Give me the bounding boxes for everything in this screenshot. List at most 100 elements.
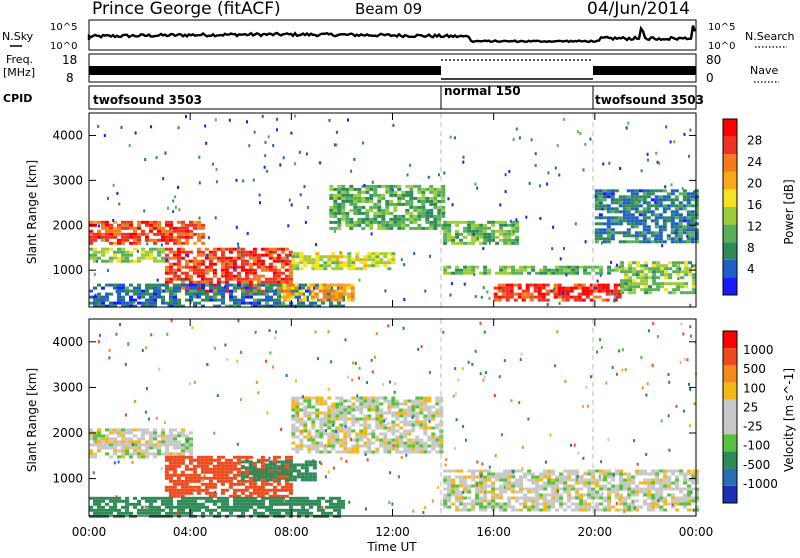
echo-cell [369,224,373,227]
echo-cell [97,299,101,302]
echo-cell [249,480,253,483]
echo-cell [181,242,185,245]
echo-cell [117,230,121,233]
echo-cell [337,206,341,209]
echo-cell [507,479,511,482]
echo-cell [491,509,495,512]
echo-cell [691,473,695,476]
echo-cell [117,431,121,434]
echo-cell [558,290,562,293]
echo-cell [281,257,285,260]
echo-speckle [290,132,292,135]
echo-cell [205,509,209,512]
echo-speckle [97,125,99,128]
echo-cell [335,397,339,400]
echo-cell [301,463,305,466]
echo-cell [579,266,583,269]
echo-cell [217,512,221,515]
echo-cell [157,233,161,236]
echo-cell [315,287,319,290]
echo-cell [165,443,169,446]
echo-speckle [101,238,103,241]
echo-speckle [547,303,549,306]
echo-cell [189,266,193,269]
echo-cell [125,287,129,290]
echo-cell [471,224,475,227]
echo-cell [169,489,173,492]
echo-cell [389,212,393,215]
echo-cell [241,248,245,251]
echo-cell [421,209,425,212]
echo-cell [518,296,522,299]
echo-cell [197,290,201,293]
echo-cell [403,421,407,424]
echo-cell [479,506,483,509]
echo-speckle [519,136,521,139]
echo-cell [395,448,399,451]
echo-speckle [693,469,695,472]
echo-cell [611,234,615,237]
echo-cell [209,299,213,302]
echo-cell [217,456,221,459]
echo-cell [221,500,225,503]
echo-cell [659,485,663,488]
echo-cell [359,261,363,264]
echo-cell [209,260,213,263]
echo-speckle [182,278,184,281]
echo-cell [507,242,511,245]
echo-cell [441,188,445,191]
echo-cell [427,406,431,409]
echo-cell [483,227,487,230]
echo-cell [405,185,409,188]
echo-cell [269,466,273,469]
echo-cell [341,503,345,506]
echo-cell [253,278,257,281]
echo-cell [383,451,387,454]
echo-cell [627,201,631,204]
echo-cell [619,509,623,512]
echo-cell [185,480,189,483]
echo-cell [499,488,503,491]
echo-speckle [347,119,349,122]
echo-speckle [267,412,269,415]
echo-cell [93,434,97,437]
echo-cell [595,497,599,500]
echo-cell [161,431,165,434]
echo-cell [683,195,687,198]
echo-cell [543,476,547,479]
echo-cell [381,224,385,227]
echo-cell [335,442,339,445]
echo-cell [664,273,668,276]
echo-speckle [512,470,514,473]
echo-cell [664,267,668,270]
echo-cell [285,503,289,506]
echo-cell [221,275,225,278]
echo-cell [433,203,437,206]
echo-speckle [122,289,124,292]
echo-cell [249,463,253,466]
echo-cell [691,500,695,503]
echo-cell [165,437,169,440]
echo-speckle [453,395,455,398]
echo-cell [607,228,611,231]
echo-cell [515,470,519,473]
echo-speckle [98,340,100,343]
echo-cell [261,483,265,486]
echo-cell [683,192,687,195]
echo-cell [433,206,437,209]
echo-cell [117,260,121,263]
echo-cell [471,506,475,509]
echo-cell [579,506,583,509]
echo-cell [193,266,197,269]
echo-cell [543,485,547,488]
echo-cell [663,497,667,500]
echo-cell [651,192,655,195]
echo-cell [575,509,579,512]
echo-cell [419,397,423,400]
echo-speckle [325,429,327,432]
echo-cell [359,436,363,439]
echo-cell [671,228,675,231]
echo-cell [652,288,656,291]
echo-cell [285,512,289,515]
echo-speckle [118,203,120,206]
